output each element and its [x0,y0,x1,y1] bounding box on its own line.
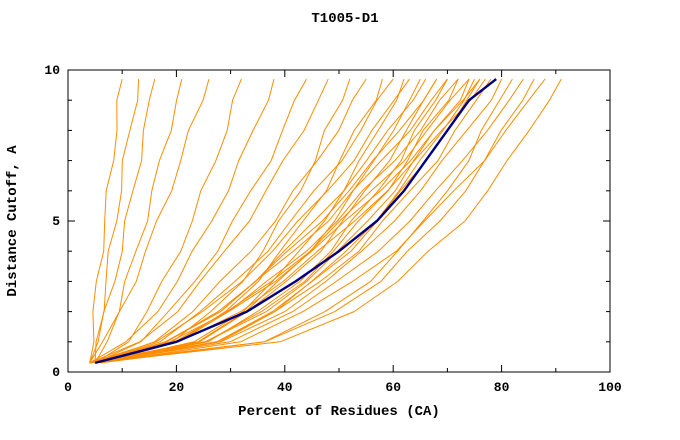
model-04-curve [94,78,183,364]
model-25-curve [94,78,470,364]
model-09-curve [89,78,329,364]
model-27-curve [89,78,481,364]
model-23-curve [100,78,459,364]
y-tick-label: 5 [52,214,60,229]
x-tick-label: 20 [169,380,185,395]
model-24-curve [89,78,470,364]
model-15-curve [89,78,410,364]
highlighted-model-curve [94,78,497,365]
model-17-curve [100,78,427,364]
model-33-curve [95,78,524,364]
model-11-curve [94,78,367,364]
model-05-curve [89,78,210,364]
model-16-curve [94,78,421,364]
x-tick-label: 60 [385,380,401,395]
model-06-curve [94,78,242,364]
model-34-curve [89,78,535,364]
chart-title: T1005-D1 [311,11,378,27]
x-tick-label: 0 [64,380,72,395]
model-01-curve [89,78,123,363]
model-13-curve [94,78,394,364]
model-29-curve [100,78,486,364]
model-03-curve [89,78,156,364]
model-12-curve [89,78,383,364]
x-axis-label: Percent of Residues (CA) [238,404,440,420]
model-07-curve [89,78,275,364]
model-35-curve [100,78,546,364]
plot-border [67,69,611,373]
model-18-curve [89,78,438,364]
model-30-curve [95,78,492,364]
x-tick-label: 40 [277,380,293,395]
model-36-curve [95,78,562,364]
model-32-curve [100,78,513,364]
axis-tick-labels: 0 20 40 60 80 100 0 5 10 [44,63,622,395]
model-10-curve [94,78,351,364]
model-20-curve [100,78,448,364]
x-tick-label: 80 [494,380,510,395]
y-tick-label: 0 [52,365,60,380]
model-22-curve [95,78,459,364]
x-tick-label: 100 [598,380,622,395]
model-31-curve [95,78,503,364]
model-21-curve [89,78,448,364]
model-14-curve [100,78,405,364]
highlighted-model-curve [94,78,497,365]
model-curves [89,78,562,364]
y-tick-label: 10 [44,63,60,78]
model-28-curve [95,78,481,364]
model-08-curve [94,78,307,364]
y-axis-label: Distance Cutoff, A [5,145,21,297]
